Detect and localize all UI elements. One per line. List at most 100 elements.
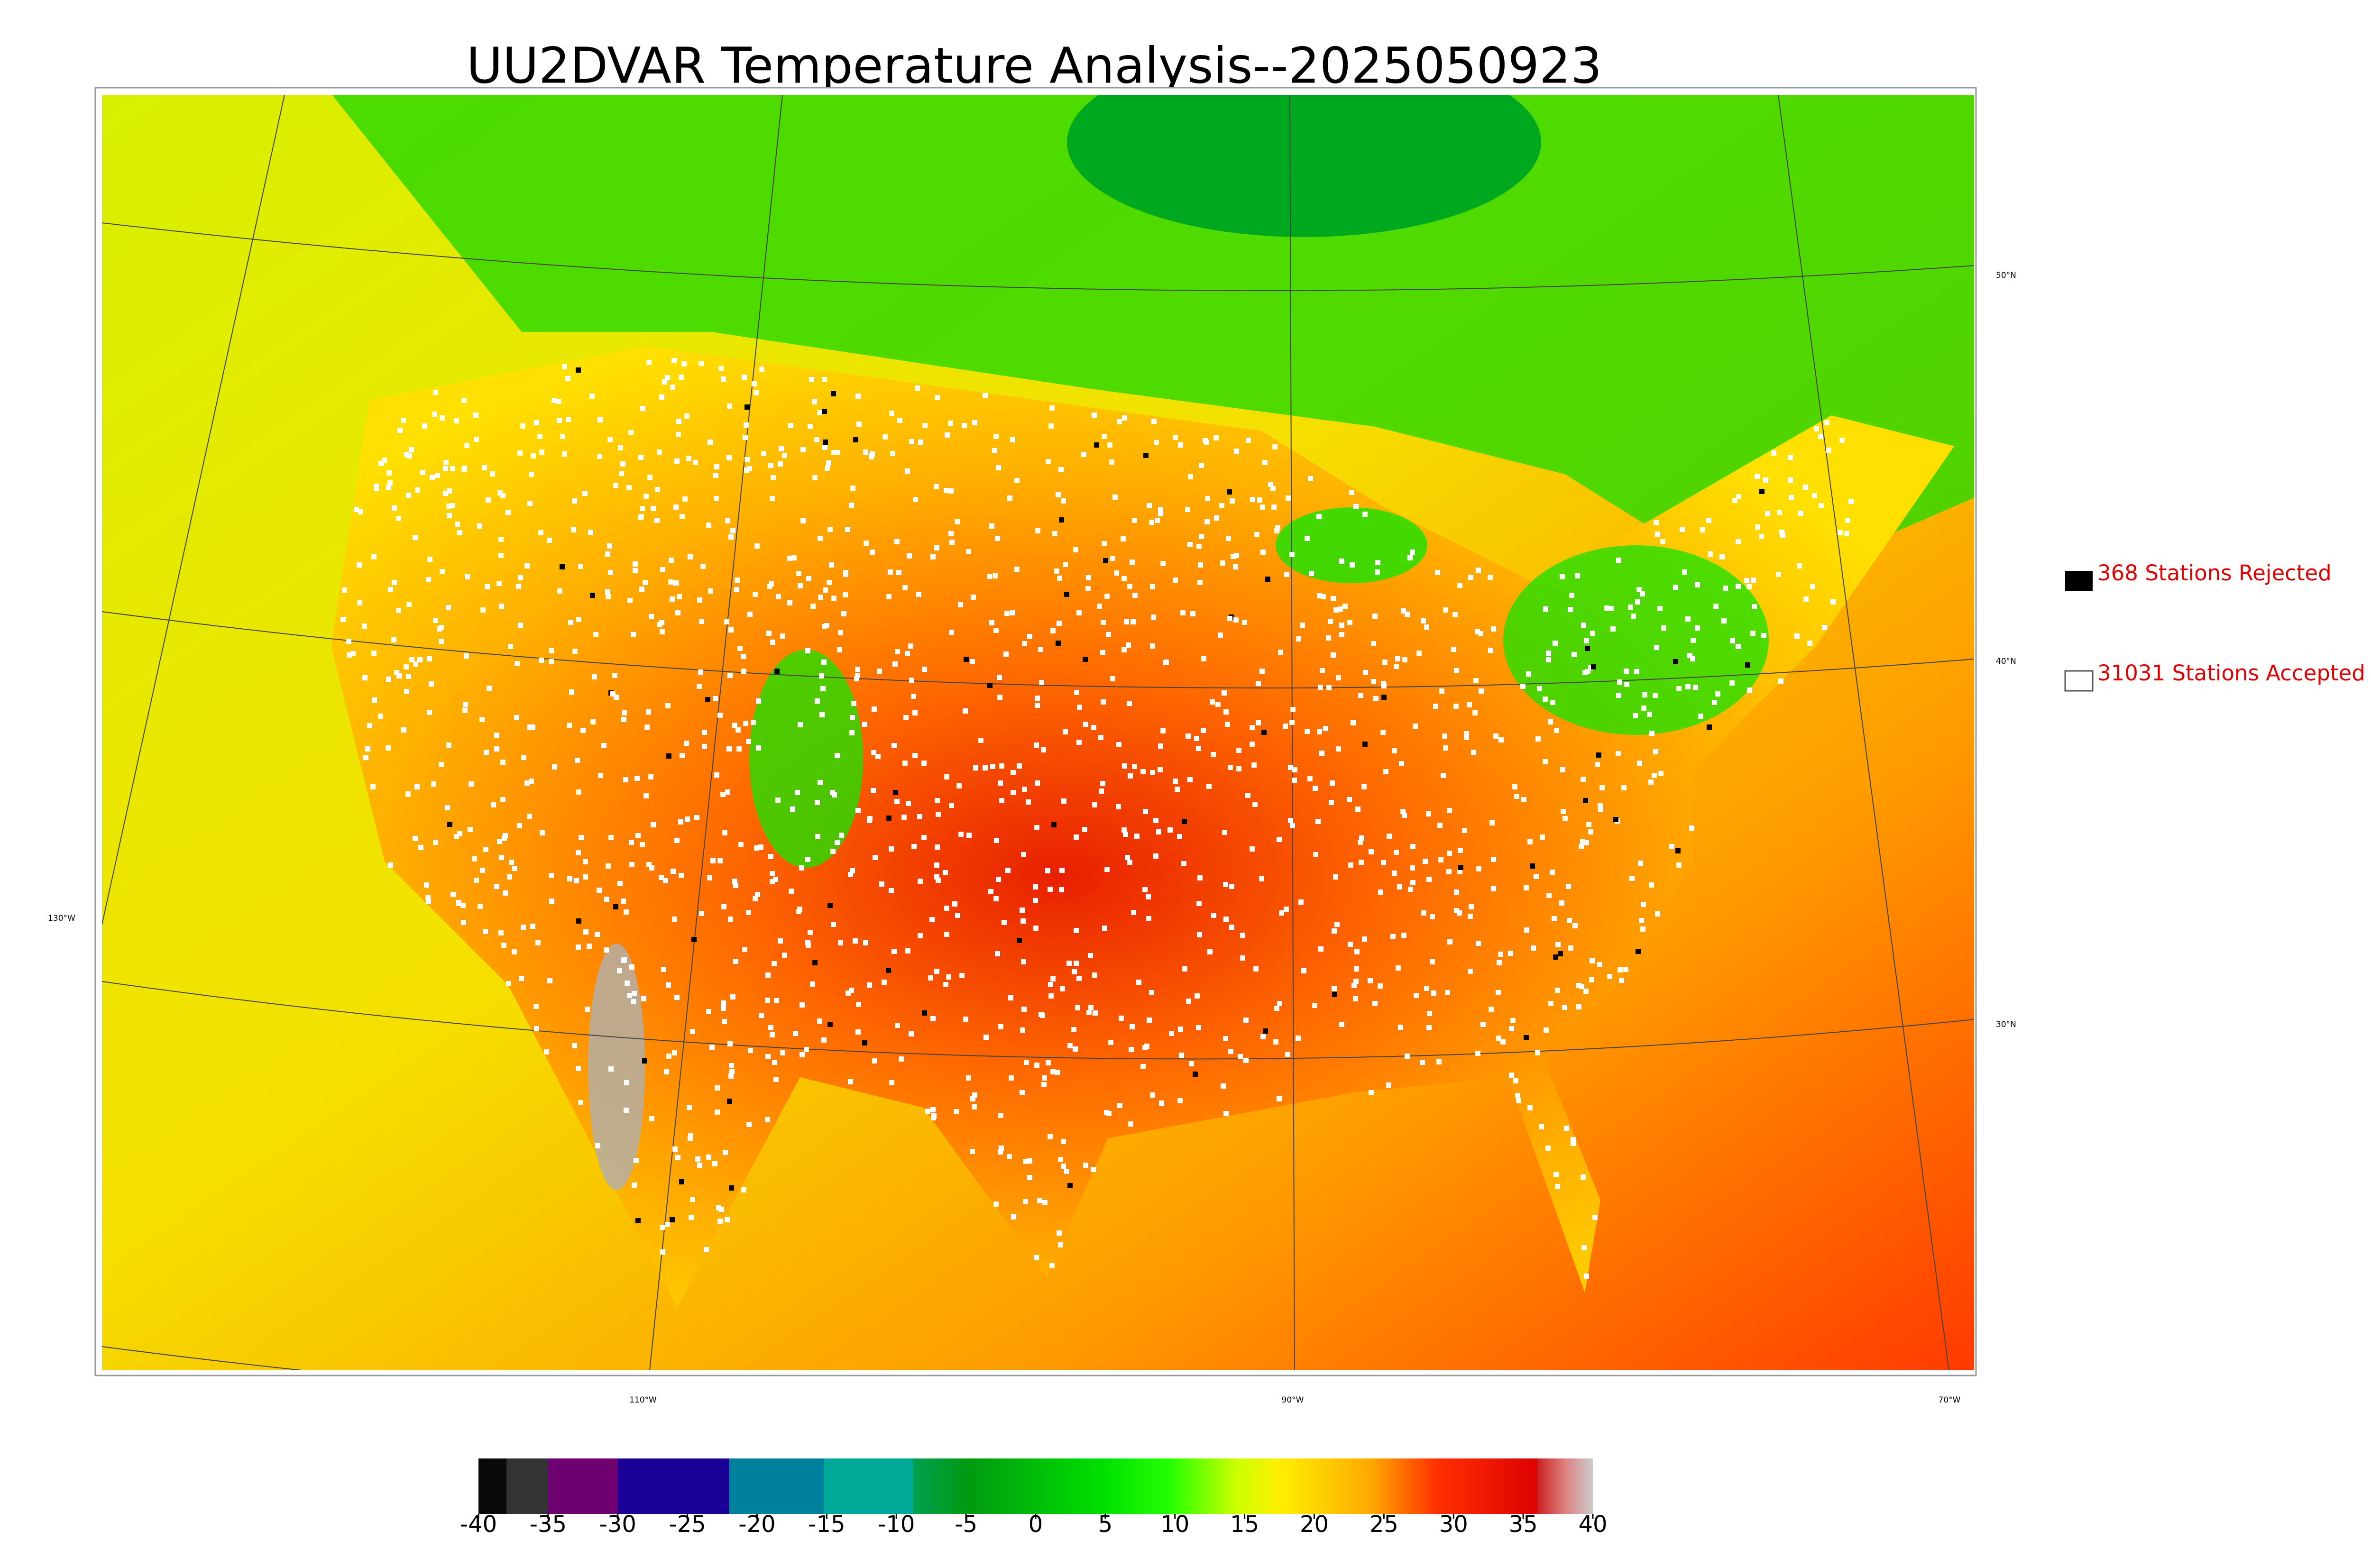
station-dot [1104, 867, 1110, 872]
colorbar-tick-label: 0 [1029, 1511, 1043, 1538]
station-dot [1736, 539, 1741, 544]
station-dot [1347, 797, 1352, 802]
station-dot [873, 855, 878, 860]
station-dot [566, 417, 571, 422]
station-dot [1359, 860, 1364, 865]
station-dot [855, 667, 860, 672]
station-dot [823, 587, 828, 593]
station-dot [629, 862, 634, 867]
station-dot [851, 701, 856, 706]
station-dot [805, 648, 810, 653]
station-dot [1353, 504, 1359, 509]
station-dot [959, 973, 965, 978]
station-dot [1048, 887, 1053, 892]
station-dot [413, 661, 418, 667]
station-dot [892, 661, 898, 667]
station-dot [999, 798, 1004, 803]
station-dot [1236, 748, 1241, 753]
station-dot [363, 755, 368, 760]
station-dot [1075, 1005, 1080, 1010]
station-dot [1354, 949, 1360, 954]
station-dot [936, 878, 941, 883]
station-dot [1112, 495, 1118, 500]
station-dot [1553, 641, 1558, 646]
station-dot [890, 451, 895, 456]
station-dot [1624, 682, 1629, 687]
station-dot [822, 409, 827, 414]
station-dot [1253, 966, 1259, 972]
station-dot [1260, 504, 1265, 510]
station-dot [983, 765, 988, 770]
station-dot [406, 493, 411, 498]
station-dot [1818, 434, 1823, 439]
station-dot [729, 1069, 735, 1074]
station-dot [1328, 619, 1333, 624]
station-dot [670, 385, 675, 390]
station-dot [768, 463, 773, 468]
station-dot [1655, 532, 1660, 537]
station-dot [1189, 1061, 1194, 1066]
station-dot [911, 844, 917, 849]
station-dot [680, 753, 685, 758]
station-dot [1798, 511, 1803, 516]
station-dot [1576, 1004, 1581, 1009]
station-dot [1330, 780, 1335, 786]
station-dot [1845, 518, 1850, 523]
station-dot [1402, 657, 1407, 662]
station-dot [682, 496, 688, 502]
station-dot [1476, 941, 1481, 946]
station-dot [993, 896, 999, 901]
station-dot [674, 838, 680, 843]
station-dot [1427, 1011, 1432, 1016]
station-dot [1457, 869, 1462, 874]
station-dot [464, 443, 469, 448]
station-dot [1543, 759, 1548, 764]
station-dot [1179, 1053, 1184, 1058]
station-dot [827, 1022, 833, 1027]
station-dot [642, 1058, 647, 1064]
station-dot [1210, 699, 1215, 705]
station-dot [1098, 735, 1103, 740]
station-dot [1277, 1001, 1282, 1006]
station-dot [426, 577, 431, 582]
station-dot [1719, 554, 1725, 559]
station-dot [500, 760, 505, 765]
station-dot [999, 1146, 1004, 1151]
station-dot [1469, 904, 1474, 909]
station-dot [486, 497, 491, 503]
station-dot [1524, 927, 1529, 933]
station-dot [401, 727, 406, 733]
station-dot [1555, 988, 1560, 993]
station-dot [533, 1004, 539, 1009]
station-dot [576, 850, 581, 855]
station-dot [1410, 844, 1415, 849]
station-dot [530, 724, 535, 730]
station-dot [1085, 586, 1091, 591]
station-dot [593, 632, 598, 637]
station-dot [1071, 1027, 1076, 1032]
station-dot [1371, 679, 1376, 684]
station-dot [1332, 986, 1337, 991]
station-dot [759, 1013, 764, 1018]
station-dot [1313, 852, 1318, 857]
station-dot [480, 607, 486, 613]
station-dot [1777, 510, 1782, 515]
station-dot [971, 595, 976, 600]
station-dot [1521, 797, 1526, 802]
station-dot [746, 910, 751, 915]
station-dot [1109, 459, 1114, 465]
station-dot [1550, 870, 1555, 875]
station-dot [721, 904, 726, 909]
station-dot [1763, 477, 1768, 483]
station-dot [1320, 668, 1325, 673]
station-dot [1017, 938, 1022, 943]
station-dot [835, 753, 840, 758]
station-dot [1147, 503, 1152, 508]
station-dot [521, 755, 526, 760]
station-dot [547, 978, 552, 983]
station-dot [632, 991, 637, 996]
station-dot [1284, 572, 1289, 577]
station-dot [1123, 832, 1128, 837]
station-dot [770, 640, 775, 645]
station-dot [1033, 884, 1038, 889]
